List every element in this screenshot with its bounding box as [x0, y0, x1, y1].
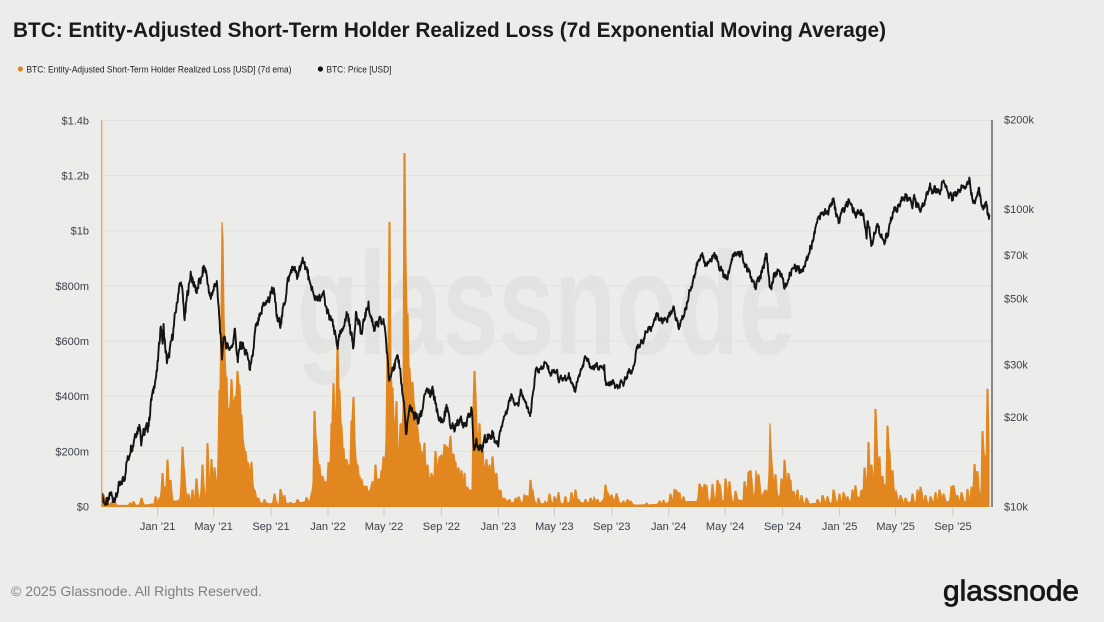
svg-text:BTC: Entity-Adjusted Short-Ter: BTC: Entity-Adjusted Short-Term Holder R…: [27, 64, 292, 75]
svg-text:Jan ’23: Jan ’23: [481, 521, 516, 533]
svg-text:$10k: $10k: [1004, 501, 1028, 513]
svg-text:May ’25: May ’25: [876, 521, 915, 533]
svg-text:glassnode: glassnode: [943, 576, 1079, 608]
svg-text:$800m: $800m: [55, 281, 89, 293]
svg-text:Sep ’21: Sep ’21: [252, 521, 289, 533]
svg-text:$200m: $200m: [55, 446, 89, 458]
svg-text:$50k: $50k: [1004, 294, 1028, 306]
svg-text:Jan ’21: Jan ’21: [140, 521, 175, 533]
svg-text:$600m: $600m: [55, 336, 89, 348]
svg-text:BTC: Price [USD]: BTC: Price [USD]: [327, 64, 392, 75]
svg-text:Jan ’24: Jan ’24: [651, 521, 686, 533]
svg-text:May ’21: May ’21: [194, 521, 233, 533]
svg-text:glassnode: glassnode: [297, 222, 795, 385]
svg-text:$30k: $30k: [1004, 360, 1028, 372]
svg-text:$1.2b: $1.2b: [61, 171, 89, 183]
svg-text:$400m: $400m: [55, 391, 89, 403]
svg-text:Sep ’22: Sep ’22: [423, 521, 460, 533]
svg-text:BTC: Entity-Adjusted Short-Ter: BTC: Entity-Adjusted Short-Term Holder R…: [13, 18, 886, 42]
svg-text:$20k: $20k: [1004, 412, 1028, 424]
svg-text:Sep ’24: Sep ’24: [764, 521, 801, 533]
svg-text:May ’23: May ’23: [535, 521, 574, 533]
svg-text:$200k: $200k: [1004, 115, 1034, 127]
svg-text:Jan ’25: Jan ’25: [822, 521, 857, 533]
svg-text:$1b: $1b: [71, 226, 89, 238]
svg-text:$100k: $100k: [1004, 204, 1034, 216]
svg-text:© 2025 Glassnode. All Rights R: © 2025 Glassnode. All Rights Reserved.: [11, 583, 262, 599]
svg-text:Sep ’25: Sep ’25: [934, 521, 971, 533]
svg-text:May ’24: May ’24: [706, 521, 745, 533]
svg-text:May ’22: May ’22: [365, 521, 404, 533]
svg-text:Jan ’22: Jan ’22: [310, 521, 345, 533]
svg-text:Sep ’23: Sep ’23: [593, 521, 630, 533]
svg-text:$0: $0: [77, 501, 89, 513]
svg-text:$70k: $70k: [1004, 250, 1028, 262]
svg-text:$1.4b: $1.4b: [61, 115, 89, 127]
